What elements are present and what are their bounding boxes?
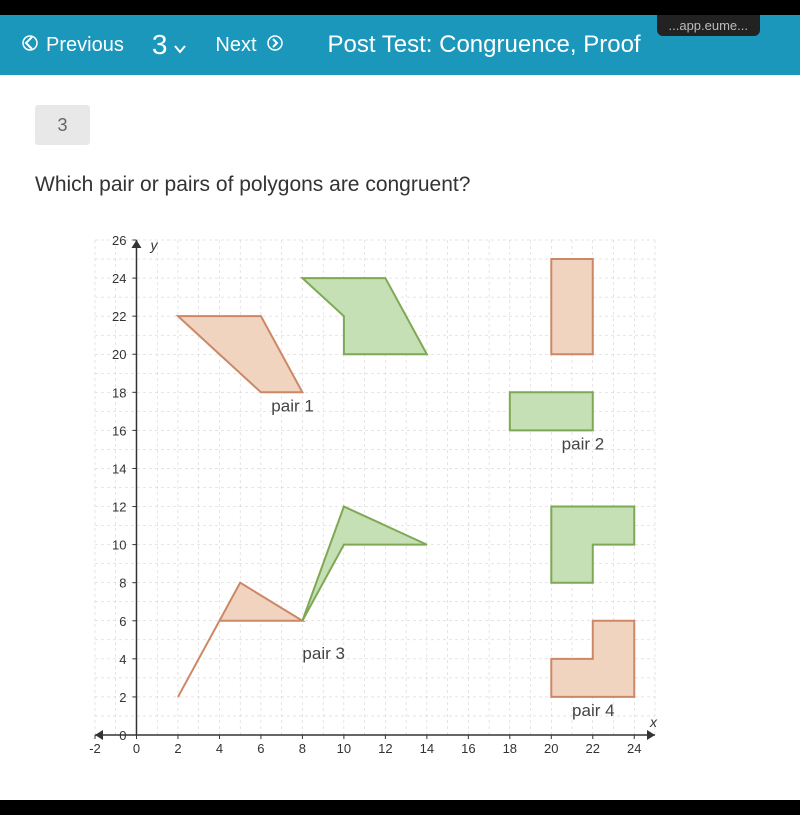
previous-button[interactable]: Previous — [12, 24, 134, 67]
svg-text:14: 14 — [420, 741, 434, 756]
arrow-left-icon — [22, 34, 38, 57]
svg-text:x: x — [649, 714, 658, 730]
svg-text:2: 2 — [174, 741, 181, 756]
test-title: Post Test: Congruence, Proof — [328, 31, 641, 59]
svg-text:16: 16 — [461, 741, 475, 756]
svg-text:14: 14 — [112, 461, 126, 476]
svg-text:pair 2: pair 2 — [562, 434, 605, 453]
svg-text:22: 22 — [112, 309, 126, 324]
previous-label: Previous — [46, 34, 124, 57]
svg-text:6: 6 — [257, 741, 264, 756]
svg-text:8: 8 — [299, 741, 306, 756]
question-tab[interactable]: 3 — [35, 105, 90, 145]
svg-text:10: 10 — [112, 538, 126, 553]
svg-text:24: 24 — [112, 271, 126, 286]
svg-text:22: 22 — [586, 741, 600, 756]
svg-text:pair 3: pair 3 — [302, 644, 345, 663]
svg-text:18: 18 — [503, 741, 517, 756]
svg-text:pair 4: pair 4 — [572, 701, 615, 720]
arrow-right-icon — [267, 34, 283, 57]
svg-text:4: 4 — [216, 741, 223, 756]
next-label: Next — [215, 34, 256, 57]
svg-text:pair 1: pair 1 — [271, 396, 314, 415]
svg-text:20: 20 — [112, 347, 126, 362]
svg-text:16: 16 — [112, 423, 126, 438]
svg-text:y: y — [149, 237, 158, 253]
svg-text:0: 0 — [133, 741, 140, 756]
svg-text:18: 18 — [112, 385, 126, 400]
svg-text:0: 0 — [119, 728, 126, 743]
svg-text:20: 20 — [544, 741, 558, 756]
question-text: Which pair or pairs of polygons are cong… — [35, 173, 765, 197]
svg-text:26: 26 — [112, 233, 126, 248]
svg-text:24: 24 — [627, 741, 641, 756]
svg-text:4: 4 — [119, 652, 126, 667]
content-area: 3 Which pair or pairs of polygons are co… — [0, 75, 800, 800]
svg-text:-2: -2 — [89, 741, 101, 756]
svg-text:6: 6 — [119, 614, 126, 629]
question-number-dropdown[interactable]: 3 — [152, 29, 188, 61]
svg-text:8: 8 — [119, 576, 126, 591]
next-button[interactable]: Next — [205, 24, 292, 67]
chevron-down-icon — [173, 29, 187, 61]
svg-text:12: 12 — [112, 500, 126, 515]
svg-text:10: 10 — [337, 741, 351, 756]
svg-text:2: 2 — [119, 690, 126, 705]
coordinate-graph: 02468101214161820222426-2024681012141618… — [35, 225, 765, 765]
svg-text:12: 12 — [378, 741, 392, 756]
phone-url-badge: ...app.eume... — [657, 15, 761, 36]
